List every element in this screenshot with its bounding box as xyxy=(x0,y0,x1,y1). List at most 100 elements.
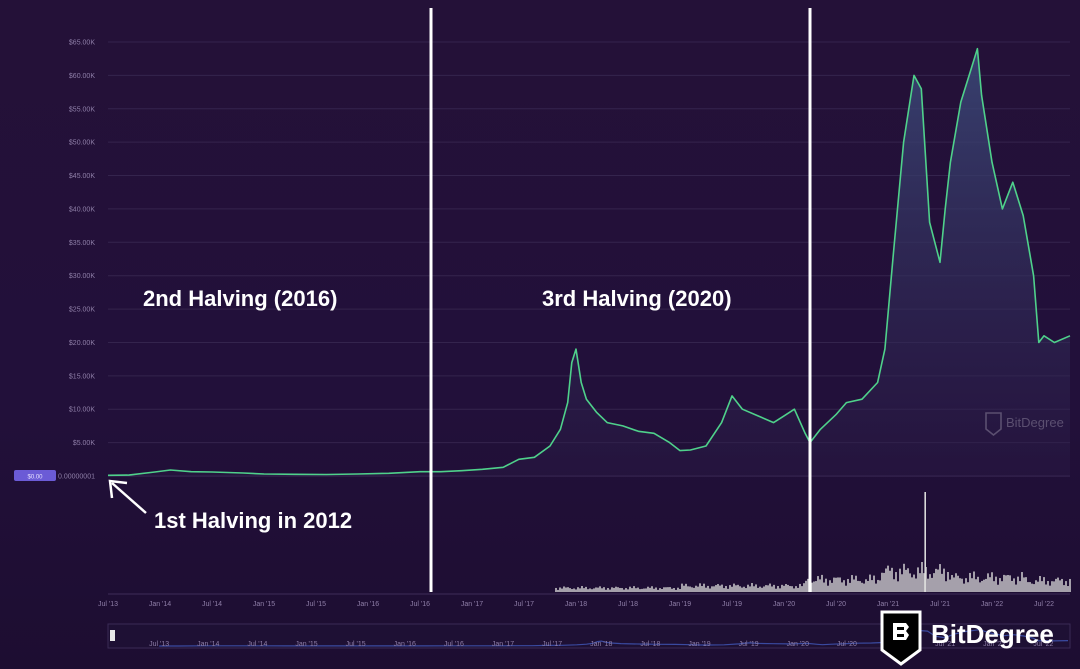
volume-bar xyxy=(935,568,937,592)
volume-bar xyxy=(881,572,883,592)
volume-bar xyxy=(569,588,571,592)
y-tick-label: $45.00K xyxy=(69,173,95,180)
volume-bar xyxy=(707,585,709,592)
y-tick-label: $15.00K xyxy=(69,373,95,380)
volume-bar xyxy=(1053,581,1055,592)
volume-bar xyxy=(797,587,799,592)
volume-bar xyxy=(649,587,651,592)
volume-bar xyxy=(625,588,627,592)
volume-bar xyxy=(763,586,765,592)
volume-bar xyxy=(993,581,995,592)
volume-bar xyxy=(705,587,707,592)
volume-bar xyxy=(715,585,717,592)
volume-bar xyxy=(805,580,807,592)
volume-bar xyxy=(689,586,691,592)
volume-bar xyxy=(729,585,731,592)
volume-bar xyxy=(1013,578,1015,592)
volume-bar xyxy=(619,587,621,592)
volume-bar xyxy=(585,586,587,592)
navigator-tick-label: Jul '16 xyxy=(444,641,464,648)
volume-bar xyxy=(571,589,573,592)
volume-bar xyxy=(611,587,613,592)
volume-bar xyxy=(765,585,767,592)
volume-bar xyxy=(941,573,943,592)
volume-bar xyxy=(875,583,877,592)
volume-bar xyxy=(995,576,997,592)
volume-bar xyxy=(791,586,793,592)
volume-bar xyxy=(955,573,957,592)
volume-bar xyxy=(835,577,837,592)
volume-bar xyxy=(647,586,649,592)
volume-bar xyxy=(1017,576,1019,592)
navigator-tick-label: Jan '19 xyxy=(688,641,710,648)
navigator-tick-label: Jan '20 xyxy=(787,641,809,648)
volume-bar xyxy=(635,588,637,592)
volume-bar xyxy=(1027,582,1029,592)
volume-bar xyxy=(991,572,993,592)
price-line xyxy=(107,47,1071,477)
volume-bar xyxy=(1047,581,1049,592)
volume-bar xyxy=(821,574,823,592)
price-badge-label: $0.00 xyxy=(27,475,43,481)
volume-bar xyxy=(961,578,963,592)
volume-bar xyxy=(767,585,769,592)
volume-bar xyxy=(615,586,617,592)
x-tick-label: Jul '16 xyxy=(410,601,430,608)
volume-bar xyxy=(855,575,857,592)
volume-bar xyxy=(557,589,559,592)
volume-bar xyxy=(981,580,983,592)
volume-bar xyxy=(755,584,757,592)
volume-bar xyxy=(769,583,771,592)
volume-bar xyxy=(575,589,577,592)
volume-bar xyxy=(775,588,777,592)
volume-bar xyxy=(659,588,661,592)
volume-bar xyxy=(693,587,695,592)
volume-bar xyxy=(695,585,697,592)
volume-bar xyxy=(837,577,839,592)
volume-bar xyxy=(751,583,753,592)
volume-bar xyxy=(1031,583,1033,592)
grid xyxy=(108,41,1070,595)
watermark-text: BitDegree xyxy=(1006,415,1064,430)
x-tick-label: Jul '19 xyxy=(722,601,742,608)
y-tick-label: $60.00K xyxy=(69,73,95,80)
volume-bar xyxy=(581,586,583,592)
volume-bar xyxy=(919,573,921,592)
volume-bar xyxy=(953,577,955,592)
navigator-tick-label: Jul '21 xyxy=(935,641,955,648)
volume-bar xyxy=(879,580,881,592)
volume-bar xyxy=(667,587,669,592)
volume-bar xyxy=(565,587,567,592)
volume-bar xyxy=(807,578,809,592)
volume-bar xyxy=(947,571,949,592)
x-tick-label: Jan '22 xyxy=(981,601,1003,608)
volume-bar xyxy=(1057,577,1059,592)
volume-bar xyxy=(623,589,625,592)
volume-bar xyxy=(743,586,745,592)
volume-bar xyxy=(641,588,643,592)
y-tick-label: $30.00K xyxy=(69,273,95,280)
volume-bar xyxy=(633,586,635,592)
navigator-tick-label: Jan '16 xyxy=(394,641,416,648)
volume-bar xyxy=(939,564,941,592)
volume-bar xyxy=(899,568,901,592)
volume-bar xyxy=(781,584,783,592)
volume-bar xyxy=(965,578,967,592)
y-tick-label: $65.00K xyxy=(69,40,95,47)
volume-bar xyxy=(1059,580,1061,592)
price-badge xyxy=(14,470,56,481)
watermark: BitDegree xyxy=(985,412,1064,437)
volume-bar xyxy=(783,585,785,592)
x-tick-label: Jan '14 xyxy=(149,601,171,608)
x-axis: Jul '13 Jan '14 Jul '14 Jan '15 Jul '15 Jan '… xyxy=(98,601,1054,608)
volume-bar xyxy=(985,578,987,592)
y-tick-label: $5.00K xyxy=(73,440,96,447)
volume-bar xyxy=(613,587,615,592)
volume-bar xyxy=(1019,581,1021,592)
volume-bar xyxy=(983,579,985,592)
volume-bar xyxy=(827,585,829,592)
navigator-handle[interactable] xyxy=(110,630,115,641)
volume-bar xyxy=(949,579,951,592)
volume-bar xyxy=(735,585,737,592)
